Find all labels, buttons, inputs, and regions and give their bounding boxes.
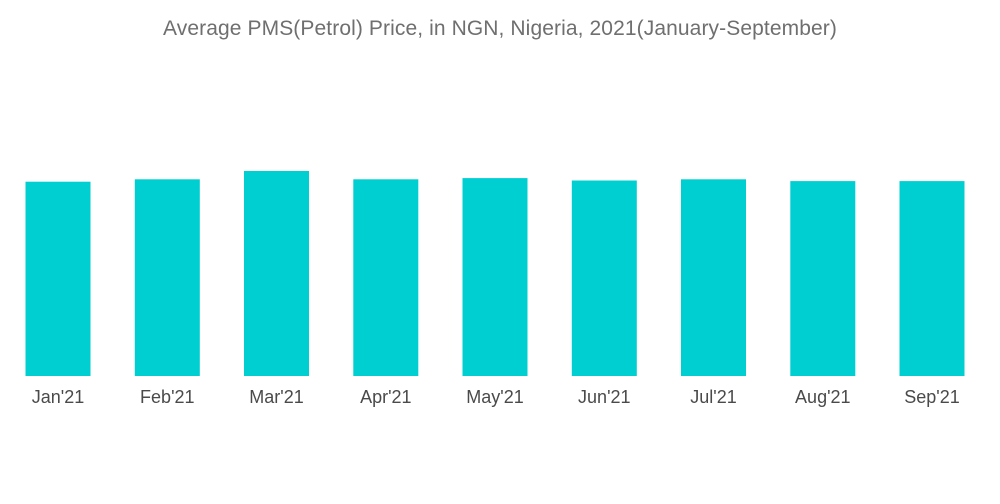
bar-jul-21 xyxy=(681,179,746,376)
bars-group xyxy=(25,171,965,376)
bar-may-21 xyxy=(462,178,528,376)
chart-title: Average PMS(Petrol) Price, in NGN, Niger… xyxy=(163,17,837,40)
x-tick-labels: Jan'21 Feb'21 Mar'21 Apr'21 May'21 Jun'21 Jul'… xyxy=(32,387,960,407)
x-tick-label: Jan'21 xyxy=(32,387,84,407)
x-tick-label: Jun'21 xyxy=(578,387,630,407)
bar-mar-21 xyxy=(244,171,309,376)
x-tick-label: Jul'21 xyxy=(690,387,736,407)
bar-sep-21 xyxy=(899,181,965,376)
bar-jan-21 xyxy=(25,181,91,376)
bar-aug-21 xyxy=(790,181,856,376)
bar-apr-21 xyxy=(353,179,419,376)
x-tick-label: May'21 xyxy=(466,387,523,407)
bar-feb-21 xyxy=(134,179,200,376)
x-tick-label: Sep'21 xyxy=(904,387,960,407)
x-tick-label: Mar'21 xyxy=(249,387,303,407)
x-tick-label: Feb'21 xyxy=(140,387,194,407)
x-tick-label: Aug'21 xyxy=(795,387,851,407)
x-tick-label: Apr'21 xyxy=(360,387,411,407)
bar-jun-21 xyxy=(571,180,637,376)
